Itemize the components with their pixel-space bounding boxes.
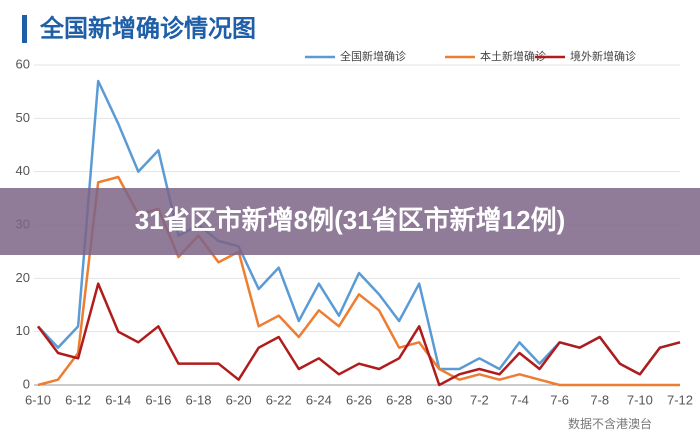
x-tick-label: 7-2 [470, 392, 489, 407]
y-tick-label: 0 [23, 376, 30, 391]
x-tick-label: 7-8 [590, 392, 609, 407]
x-tick-label: 7-4 [510, 392, 529, 407]
y-tick-label: 20 [16, 270, 30, 285]
x-tick-label: 6-16 [145, 392, 171, 407]
note: 数据不含港澳台 [568, 416, 652, 431]
x-tick-label: 6-12 [65, 392, 91, 407]
x-tick-label: 7-6 [550, 392, 569, 407]
banner-bg [0, 188, 700, 255]
x-tick-label: 6-20 [226, 392, 252, 407]
x-tick-label: 6-10 [25, 392, 51, 407]
banner: 31省区市新增8例(31省区市新增12例) [135, 205, 566, 235]
y-tick-label: 50 [16, 110, 30, 125]
legend-label: 本土新增确诊 [480, 49, 546, 63]
chart-title: 全国新增确诊情况图 [39, 14, 256, 42]
x-tick-label: 7-10 [627, 392, 653, 407]
grid: 01020304050606-106-126-146-166-186-206-2… [16, 56, 693, 407]
legend: 全国新增确诊 本土新增确诊 境外新增确诊 [305, 49, 636, 63]
y-tick-label: 10 [16, 323, 30, 338]
x-tick-label: 6-28 [386, 392, 412, 407]
legend-label: 全国新增确诊 [340, 49, 406, 63]
x-tick-label: 6-26 [346, 392, 372, 407]
x-tick-label: 6-14 [105, 392, 131, 407]
title-accent [22, 15, 27, 43]
series-line [37, 282, 681, 387]
x-tick-label: 7-12 [667, 392, 693, 407]
x-tick-label: 6-18 [185, 392, 211, 407]
y-tick-label: 60 [16, 56, 30, 71]
x-tick-label: 6-22 [266, 392, 292, 407]
legend-label: 境外新增确诊 [570, 49, 636, 63]
x-tick-label: 6-30 [426, 392, 452, 407]
x-tick-label: 6-24 [306, 392, 332, 407]
y-tick-label: 40 [16, 163, 30, 178]
